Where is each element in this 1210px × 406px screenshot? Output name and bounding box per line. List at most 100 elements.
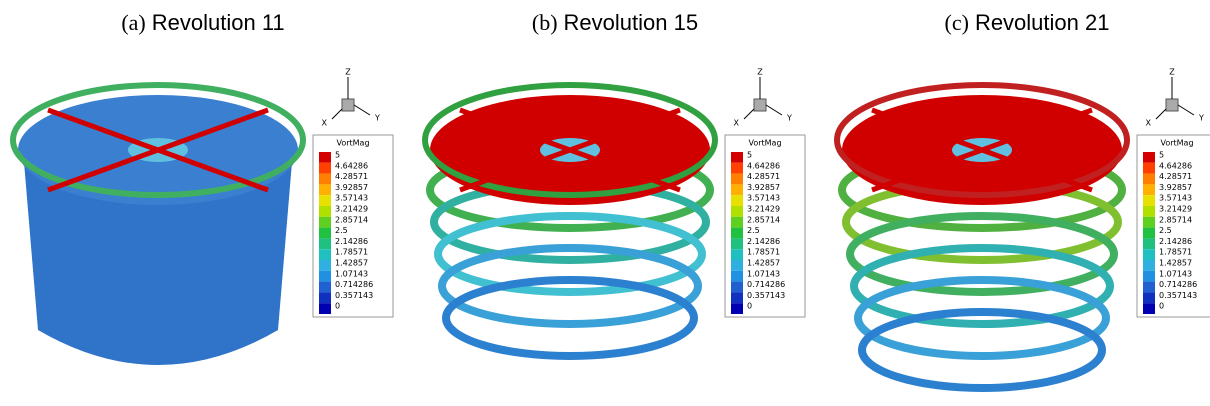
legend-label: 3.92857	[747, 183, 780, 192]
panel: (c)Revolution 21ZYXVortMag54.642864.2857…	[832, 10, 1210, 406]
legend-label: 3.92857	[335, 183, 368, 192]
caption-label: (b)	[532, 10, 558, 35]
legend-label: 0.357143	[335, 291, 373, 300]
legend-title: VortMag	[748, 139, 781, 148]
legend-swatch	[1143, 292, 1155, 303]
legend-swatch	[319, 228, 331, 239]
legend-swatch	[731, 174, 743, 185]
legend-swatch	[731, 260, 743, 271]
legend-swatch	[731, 152, 743, 163]
axis-label: X	[322, 119, 328, 128]
legend-swatch	[731, 238, 743, 249]
legend-title: VortMag	[336, 139, 369, 148]
caption-label: (c)	[945, 10, 969, 35]
legend-swatch	[1143, 249, 1155, 260]
legend-swatch	[319, 206, 331, 217]
legend-swatch	[731, 228, 743, 239]
legend-swatch	[1143, 271, 1155, 282]
axis-label: X	[1146, 119, 1152, 128]
axis-label: Z	[345, 68, 351, 77]
legend-label: 3.21429	[1159, 205, 1192, 214]
legend-label: 0.357143	[1159, 291, 1197, 300]
axis-label: Y	[1198, 114, 1204, 123]
legend-swatch	[1143, 260, 1155, 271]
legend-label: 1.78571	[747, 248, 780, 257]
triad-cube	[1166, 99, 1178, 111]
axis-label: Z	[1169, 68, 1175, 77]
caption-text: Revolution 11	[152, 10, 285, 35]
caption: (b)Revolution 15	[532, 10, 698, 35]
legend-label: 1.42857	[747, 259, 780, 268]
legend-swatch	[319, 152, 331, 163]
legend-swatch	[319, 282, 331, 293]
legend-swatch	[319, 163, 331, 174]
legend-title: VortMag	[1160, 139, 1193, 148]
legend-swatch	[731, 163, 743, 174]
legend-swatch	[731, 184, 743, 195]
legend-swatch	[1143, 282, 1155, 293]
legend-label: 0.714286	[747, 280, 785, 289]
legend-label: 4.64286	[747, 161, 780, 170]
legend-swatch	[319, 217, 331, 228]
legend-label: 0.357143	[747, 291, 785, 300]
legend-label: 0.714286	[335, 280, 373, 289]
legend-label: 1.07143	[1159, 269, 1192, 278]
legend-swatch	[1143, 228, 1155, 239]
legend-swatch	[1143, 195, 1155, 206]
legend-label: 4.28571	[335, 172, 368, 181]
caption: (a) Revolution 11	[121, 10, 284, 35]
legend-label: 1.42857	[1159, 259, 1192, 268]
legend-label: 1.07143	[335, 269, 368, 278]
legend-label: 5	[1159, 151, 1164, 160]
legend-label: 4.28571	[747, 172, 780, 181]
legend-label: 2.85714	[1159, 215, 1192, 224]
legend-label: 4.64286	[335, 161, 368, 170]
legend-label: 2.85714	[335, 215, 368, 224]
axis-label: Z	[757, 68, 763, 77]
legend-label: 3.57143	[1159, 194, 1192, 203]
legend-label: 1.78571	[335, 248, 368, 257]
legend-label: 1.78571	[1159, 248, 1192, 257]
legend-label: 3.21429	[335, 205, 368, 214]
legend-swatch	[1143, 217, 1155, 228]
legend-swatch	[1143, 152, 1155, 163]
legend-label: 2.5	[335, 226, 348, 235]
legend-swatch	[1143, 174, 1155, 185]
legend-label: 5	[747, 151, 752, 160]
legend-swatch	[1143, 206, 1155, 217]
legend-swatch	[319, 249, 331, 260]
legend-swatch	[731, 292, 743, 303]
legend-swatch	[731, 206, 743, 217]
legend-label: 0	[747, 302, 752, 311]
legend-swatch	[731, 303, 743, 314]
axis-label: Y	[786, 114, 792, 123]
legend-label: 3.57143	[747, 194, 780, 203]
legend-label: 5	[335, 151, 340, 160]
caption: (c)Revolution 21	[945, 10, 1110, 35]
legend-label: 1.42857	[335, 259, 368, 268]
legend-swatch	[319, 260, 331, 271]
legend-swatch	[319, 292, 331, 303]
legend-label: 2.85714	[747, 215, 780, 224]
legend-swatch	[731, 282, 743, 293]
legend-label: 2.5	[1159, 226, 1172, 235]
legend-swatch	[1143, 184, 1155, 195]
legend-label: 2.14286	[747, 237, 780, 246]
legend-swatch	[731, 217, 743, 228]
caption-label: (a)	[121, 10, 145, 35]
legend-label: 3.57143	[335, 194, 368, 203]
legend-label: 3.21429	[747, 205, 780, 214]
legend-swatch	[731, 195, 743, 206]
triad-cube	[754, 99, 766, 111]
legend-swatch	[1143, 303, 1155, 314]
axis-label: Y	[374, 114, 380, 123]
panel: (a) Revolution 11 Z Y X VortMag 54.64286 4.2857…	[8, 10, 398, 406]
legend-label: 0.714286	[1159, 280, 1197, 289]
legend-swatch	[319, 271, 331, 282]
legend-swatch	[319, 184, 331, 195]
legend-label: 1.07143	[747, 269, 780, 278]
caption-text: Revolution 15	[564, 10, 699, 35]
legend-label: 2.14286	[335, 237, 368, 246]
figure: (a)Revolution 11ZYXVortMag54.642864.2857…	[0, 0, 1210, 406]
axis-label: X	[734, 119, 740, 128]
